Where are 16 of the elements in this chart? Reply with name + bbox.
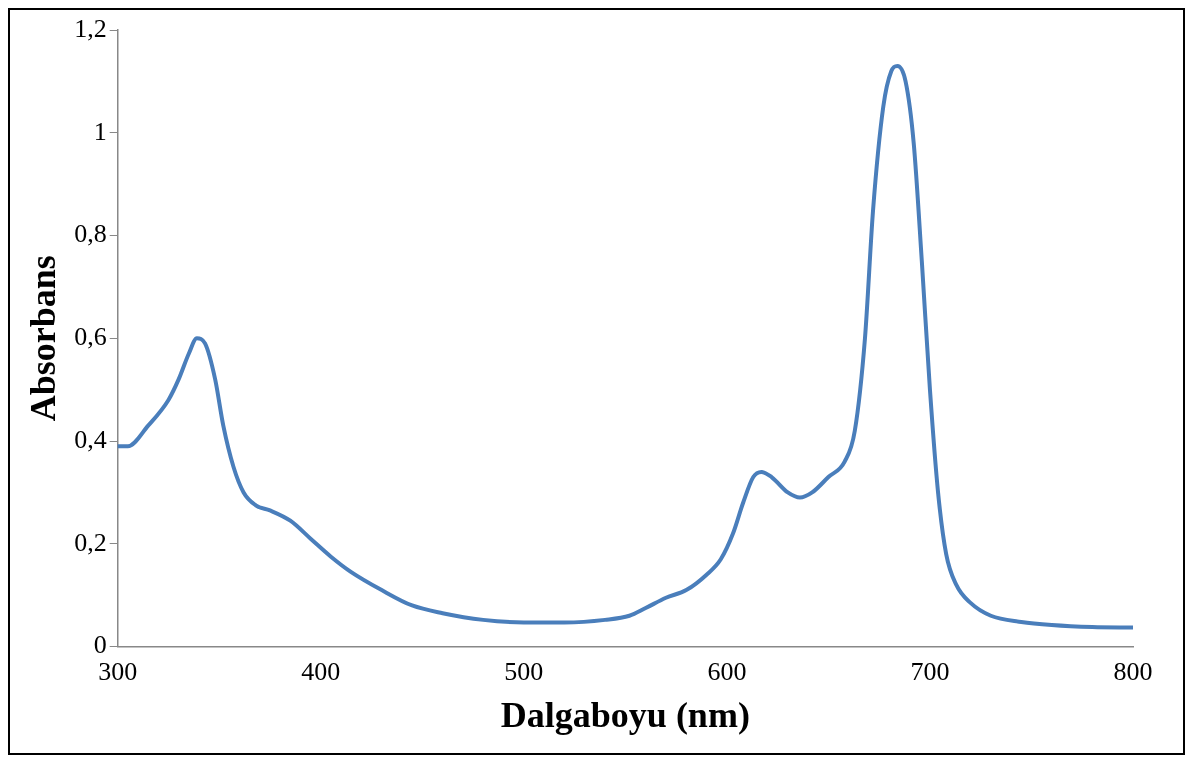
y-tick-label: 0,6 <box>74 322 107 352</box>
line-series <box>117 63 1133 630</box>
y-axis-title: Absorbans <box>22 255 63 422</box>
y-tick-label: 1,2 <box>74 13 107 43</box>
x-tick-label: 400 <box>301 657 341 687</box>
y-tick-label: 0,4 <box>74 424 107 454</box>
x-axis-title: Dalgaboyu (nm) <box>500 694 750 735</box>
y-tick-label: 0 <box>93 630 107 660</box>
x-tick-label: 600 <box>707 657 747 687</box>
x-tick-label: 700 <box>910 657 950 687</box>
y-tick-label: 0,8 <box>74 219 107 249</box>
x-tick-label: 800 <box>1113 657 1153 687</box>
y-tick-label: 1 <box>93 116 107 146</box>
x-tick-label: 500 <box>504 657 544 687</box>
y-tick-label: 0,2 <box>74 527 107 557</box>
x-tick-label: 300 <box>98 657 138 687</box>
